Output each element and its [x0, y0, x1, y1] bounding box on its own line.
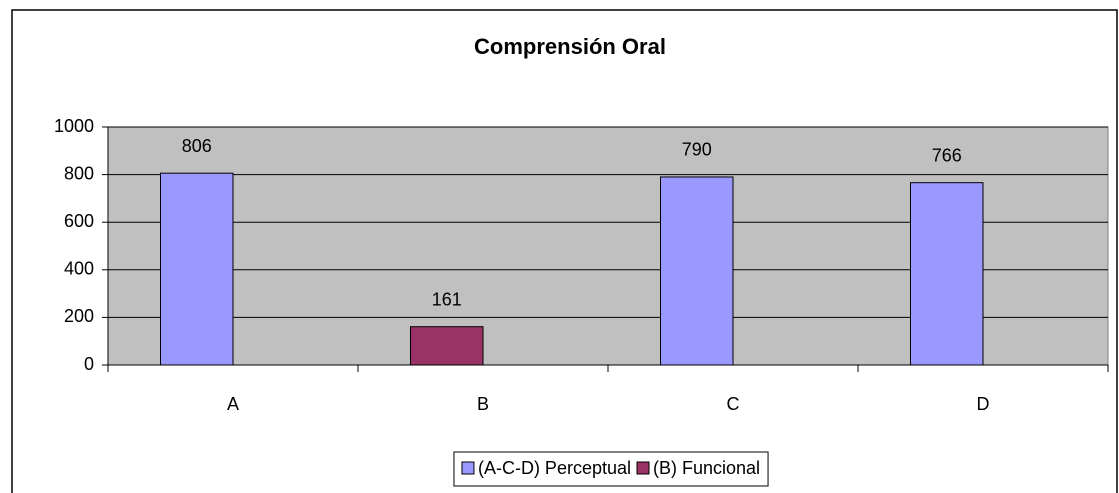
data-label: 766 — [932, 145, 962, 165]
bar — [160, 172, 234, 366]
y-tick-label: 0 — [84, 354, 94, 374]
legend-label: (A-C-D) Perceptual — [478, 458, 631, 478]
legend-swatch — [461, 461, 475, 475]
y-tick-label: 800 — [64, 163, 94, 183]
legend — [453, 451, 769, 487]
y-tick-label: 1000 — [54, 116, 94, 136]
legend-label: (B) Funcional — [653, 458, 760, 478]
bar — [660, 176, 734, 366]
chart-title: Comprensión Oral — [474, 34, 666, 59]
y-tick-label: 600 — [64, 211, 94, 231]
x-tick-label: B — [477, 394, 489, 414]
y-tick-label: 200 — [64, 306, 94, 326]
y-tick-label: 400 — [64, 259, 94, 279]
data-label: 161 — [432, 289, 462, 309]
data-label: 790 — [682, 140, 712, 160]
legend-swatch — [636, 461, 650, 475]
bar — [910, 182, 984, 366]
data-label: 806 — [182, 136, 212, 156]
x-tick-label: A — [227, 394, 239, 414]
bar — [410, 326, 484, 366]
x-tick-label: C — [727, 394, 740, 414]
x-tick-label: D — [977, 394, 990, 414]
